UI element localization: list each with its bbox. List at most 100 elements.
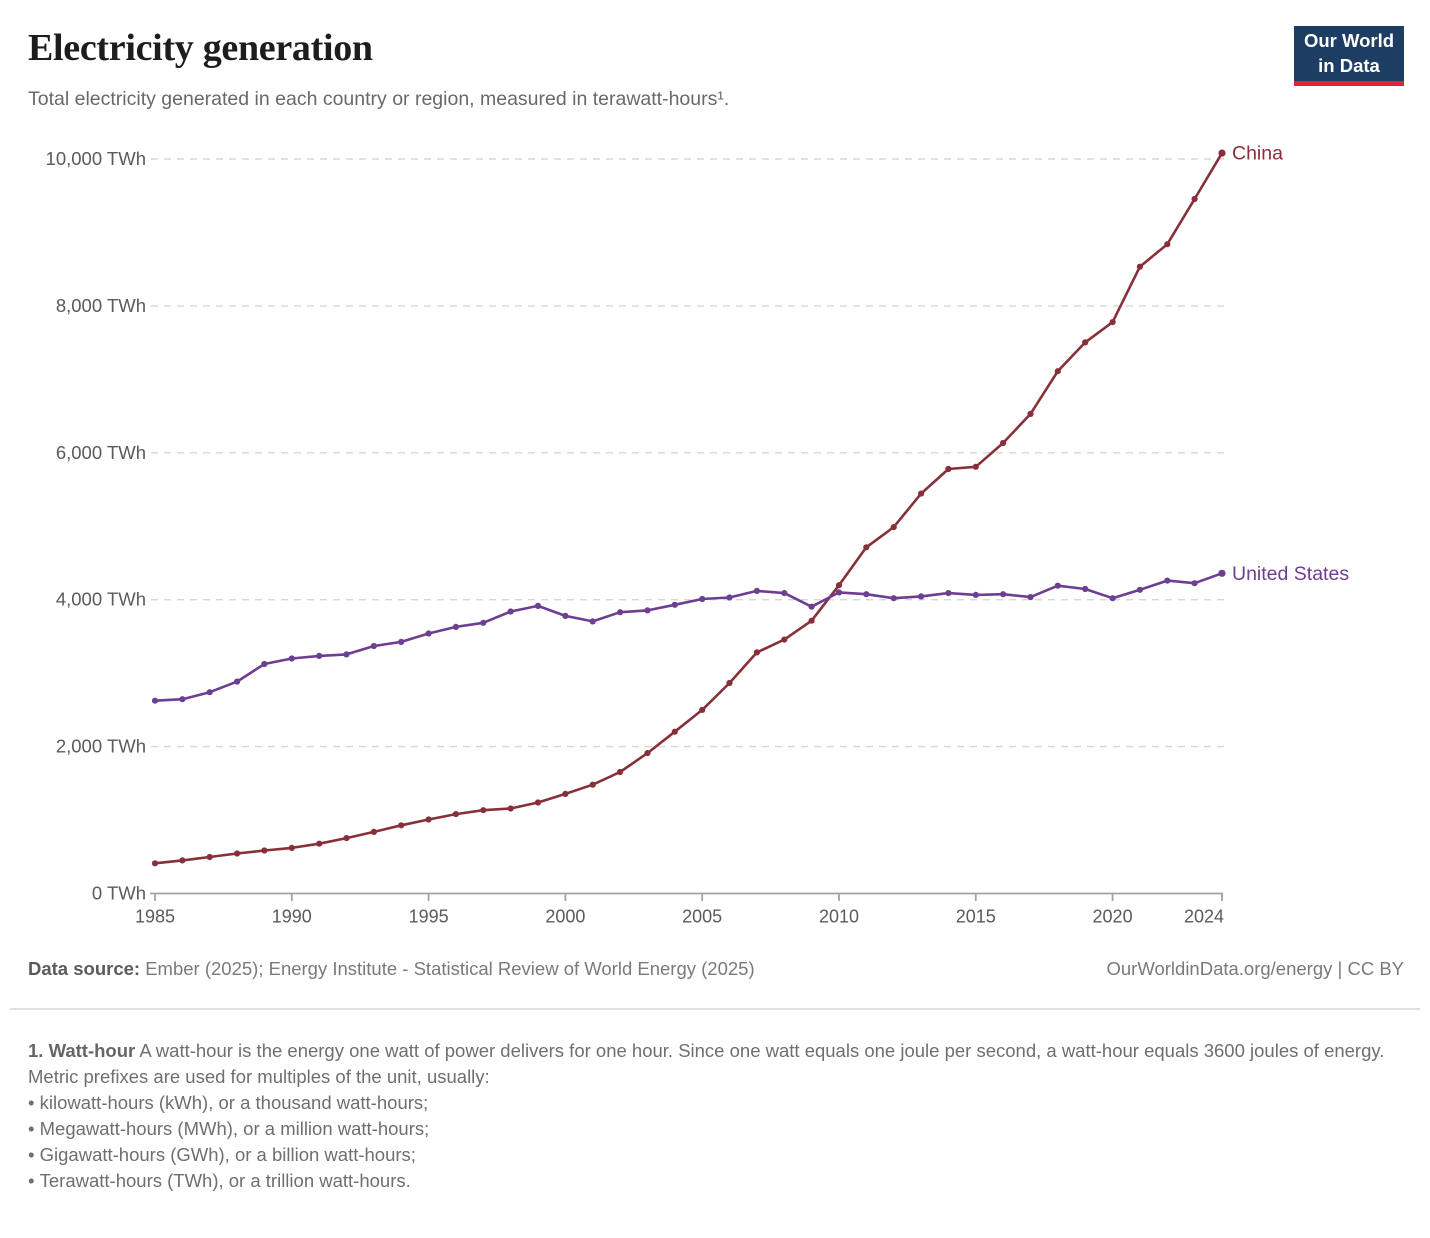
data-source: Data source: Ember (2025); Energy Instit… [28,958,755,980]
data-point [972,591,979,599]
data-point [234,678,241,685]
data-point [781,636,788,643]
x-axis-tick-label: 1995 [409,907,449,927]
data-point [589,781,596,788]
data-point [644,750,651,757]
owid-logo[interactable]: Our World in Data [1294,26,1404,86]
data-point [1000,591,1007,598]
data-point [1191,195,1198,203]
data-point [972,463,979,470]
chart-svg: 0 TWh 2,000 TWh 4,000 TWh 6,000 TWh 8,000 TW… [46,143,1350,927]
data-point [151,697,159,704]
y-axis-tick-label: 2,000 TWh [56,736,146,757]
data-point [1164,577,1171,584]
data-point [452,623,459,631]
data-point [261,660,268,668]
data-point [534,799,542,806]
data-point [726,679,733,687]
page-subtitle: Total electricity generated in each coun… [28,88,730,110]
data-point [1000,439,1007,447]
data-point [1136,263,1143,270]
data-point [398,822,405,829]
data-point [398,638,405,646]
data-point [835,582,843,589]
data-source-label: Data source: [28,958,141,979]
data-point [1082,585,1089,593]
data-point [534,602,542,610]
footnote-divider [10,1008,1420,1010]
data-point [1054,368,1061,375]
data-point [261,847,268,854]
data-point [890,524,897,531]
data-point [1109,319,1116,326]
data-point [918,593,925,600]
data-point [480,807,487,814]
series-label-united-states: United States [1232,563,1349,585]
data-point [808,603,815,610]
y-axis-tick-label: 0 TWh [92,883,146,904]
data-point [863,544,870,551]
data-point [288,655,295,662]
data-point [234,850,241,857]
x-axis-tick-label: 2010 [819,907,859,927]
data-point [671,601,678,608]
data-point [945,590,952,597]
data-point [507,805,514,812]
data-point [1136,586,1143,593]
y-axis-tick-label: 8,000 TWh [56,295,146,316]
data-point [589,618,596,625]
data-point [726,594,733,601]
owid-logo-line1: Our World [1303,29,1395,51]
owid-cc-link[interactable]: OurWorldinData.org/energy | CC BY [1106,958,1405,979]
data-point [945,465,952,473]
data-point [863,591,870,598]
y-axis-tick-label: 4,000 TWh [56,589,146,610]
footnote-bullets: kilowatt-hours (kWh), or a thousand watt… [28,1090,1406,1194]
data-point [781,590,788,597]
data-point [452,811,459,818]
data-source-text: Ember (2025); Energy Institute - Statist… [140,958,755,979]
data-point [343,835,350,842]
data-point [699,595,706,603]
series-line-china [153,151,1224,865]
data-point [918,490,925,497]
owid-logo-line2: in Data [1318,54,1380,76]
x-axis-tick-label: 2000 [545,907,585,927]
data-point [1027,410,1034,417]
data-point [206,689,213,696]
y-axis-tick-label: 10,000 TWh [46,148,146,169]
footnote-definition: 1. Watt-hour A watt-hour is the energy o… [28,1038,1406,1064]
series-label-china: China [1232,143,1283,165]
footnote-definition-text: A watt-hour is the energy one watt of po… [135,1040,1385,1061]
chart-footer: Data source: Ember (2025); Energy Instit… [28,958,1404,980]
data-point [753,587,761,595]
data-point [1082,339,1089,346]
data-point [179,857,186,864]
page-title: Electricity generation [28,27,373,69]
data-point [425,630,432,637]
data-point [890,595,897,602]
x-axis-tick-label: 2020 [1093,907,1133,927]
x-axis-tick-label: 2005 [682,907,722,927]
data-point [835,589,843,596]
data-point [370,828,377,836]
data-point [562,612,569,620]
data-point [699,706,706,714]
data-point [343,651,350,658]
data-point [808,617,815,624]
data-point [370,642,377,650]
footnote-prefix-intro: Metric prefixes are used for multiples o… [28,1066,490,1087]
data-point [753,649,761,656]
data-point [1027,594,1034,601]
data-point [206,853,213,861]
footnote-bullet: Megawatt-hours (MWh), or a million watt-… [28,1116,1406,1142]
x-axis-tick-label: 1985 [135,907,175,927]
footnote-bullet: Gigawatt-hours (GWh), or a billion watt-… [28,1142,1406,1168]
data-point [617,609,624,616]
data-point [1191,580,1198,587]
data-point [1218,569,1226,577]
data-point [151,860,159,867]
footnote-bullet: Terawatt-hours (TWh), or a trillion watt… [28,1168,1406,1194]
data-point [507,608,514,615]
series-line-united-states [153,572,1224,702]
